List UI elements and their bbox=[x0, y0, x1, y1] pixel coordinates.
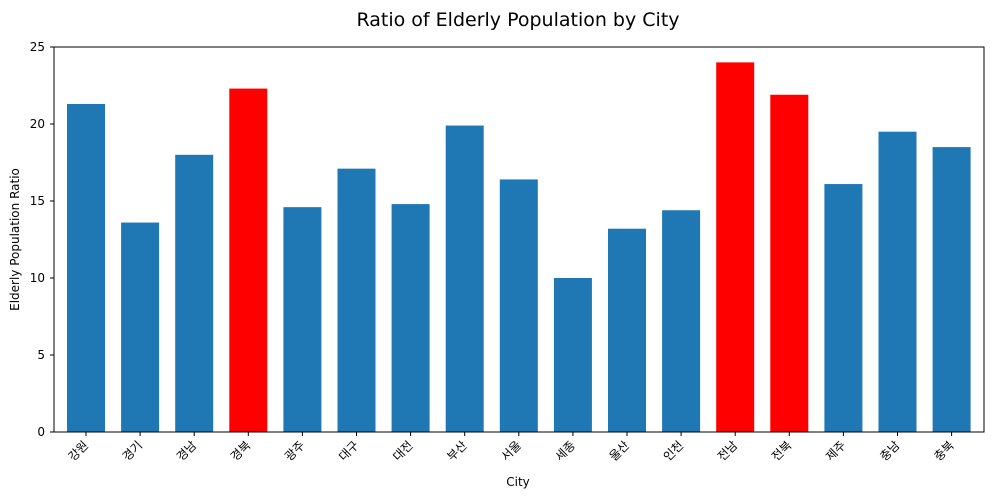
bar-대구 bbox=[337, 168, 376, 432]
x-tick-label: 충남 bbox=[877, 438, 903, 464]
bar-제주 bbox=[824, 184, 863, 432]
x-tick-label: 전북 bbox=[769, 438, 795, 464]
x-tick-label: 서울 bbox=[498, 438, 524, 464]
x-tick-label: 광주 bbox=[282, 438, 308, 464]
bar-서울 bbox=[499, 179, 538, 432]
bar-충북 bbox=[932, 147, 971, 432]
bar-전북 bbox=[770, 94, 809, 433]
x-tick-label: 경기 bbox=[120, 438, 146, 464]
y-tick-label: 15 bbox=[30, 194, 45, 208]
x-tick-label: 전남 bbox=[715, 438, 741, 464]
y-tick-label: 10 bbox=[30, 271, 45, 285]
bar-경남 bbox=[175, 154, 214, 433]
bar-대전 bbox=[391, 204, 430, 432]
bar-광주 bbox=[283, 207, 322, 432]
bar-경북 bbox=[229, 88, 268, 432]
x-tick-label: 강원 bbox=[66, 438, 92, 464]
x-tick-label: 충북 bbox=[931, 438, 957, 464]
bar-강원 bbox=[67, 103, 105, 432]
bar-충남 bbox=[878, 131, 917, 432]
y-tick-label: 0 bbox=[37, 425, 45, 439]
plot-frame bbox=[53, 46, 985, 433]
x-tick-label: 제주 bbox=[823, 438, 849, 464]
x-tick-label: 대구 bbox=[336, 438, 362, 464]
y-tick-label: 20 bbox=[30, 117, 45, 131]
y-axis-label: Elderly Population Ratio bbox=[8, 168, 22, 311]
plot-area: 0 5 10 15 20 25 강원 경기 경남 경북 광주 대구 대전 부산 서울 세종 울산 인천 전남 전북 제주… bbox=[30, 40, 971, 464]
y-tick-label: 25 bbox=[30, 40, 45, 54]
x-tick-label: 부산 bbox=[444, 438, 470, 464]
chart-title: Ratio of Elderly Population by City bbox=[356, 9, 679, 31]
x-axis-label: City bbox=[506, 475, 530, 489]
x-tick-label: 경남 bbox=[174, 438, 200, 464]
x-tick-label: 인천 bbox=[660, 438, 686, 464]
bar-전남 bbox=[716, 62, 755, 433]
y-tick-label: 5 bbox=[37, 348, 45, 362]
x-tick-label: 세종 bbox=[552, 438, 578, 464]
bar-울산 bbox=[608, 228, 646, 432]
x-tick-label: 울산 bbox=[607, 438, 633, 464]
bar-세종 bbox=[553, 278, 592, 432]
x-tick-label: 대전 bbox=[390, 438, 416, 464]
bar-부산 bbox=[445, 125, 484, 432]
bar-경기 bbox=[121, 222, 160, 432]
x-tick-label: 경북 bbox=[228, 438, 254, 464]
bar-인천 bbox=[662, 210, 701, 432]
